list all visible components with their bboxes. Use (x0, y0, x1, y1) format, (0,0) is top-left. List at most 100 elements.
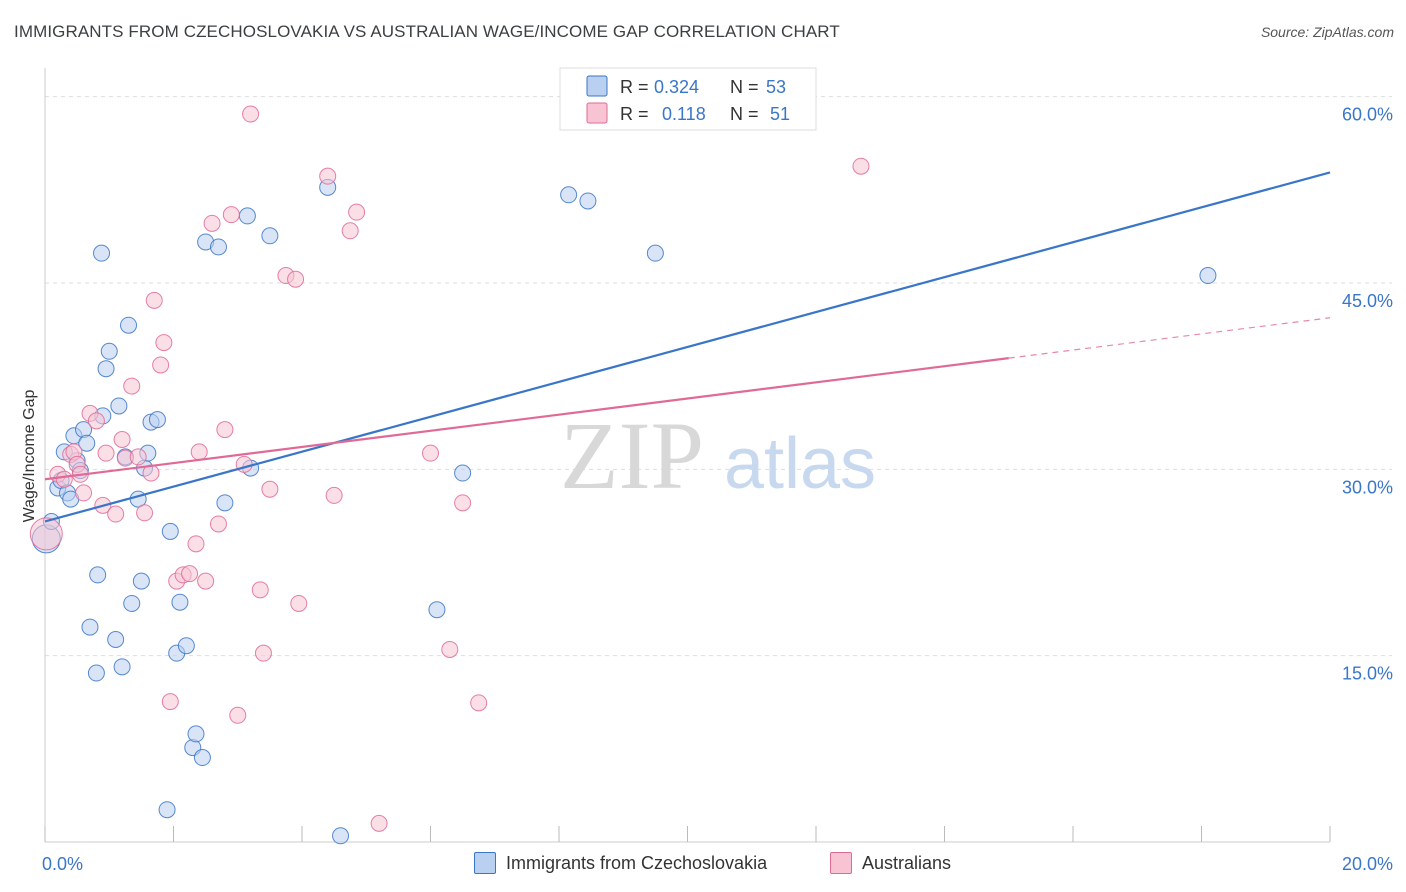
point-czechoslovakia (579, 192, 597, 210)
point-australians (319, 167, 337, 185)
stats-legend-pink-n-label: N = (730, 104, 759, 124)
point-australians (29, 517, 63, 551)
point-australians (152, 356, 170, 374)
point-australians (197, 572, 215, 590)
point-australians (187, 535, 205, 553)
point-czechoslovakia (123, 594, 141, 612)
point-australians (454, 494, 472, 512)
point-czechoslovakia (87, 664, 105, 682)
point-czechoslovakia (161, 522, 179, 540)
point-czechoslovakia (454, 464, 472, 482)
point-australians (852, 157, 870, 175)
point-czechoslovakia (107, 631, 125, 649)
point-australians (155, 334, 173, 352)
point-czechoslovakia (1199, 267, 1217, 285)
point-australians (422, 444, 439, 462)
point-czechoslovakia (646, 244, 664, 262)
point-czechoslovakia (81, 618, 99, 636)
point-australians (242, 105, 260, 123)
point-australians (254, 644, 272, 662)
point-australians (341, 222, 359, 240)
point-czechoslovakia (187, 725, 205, 743)
point-czechoslovakia (171, 593, 189, 611)
point-australians (113, 431, 131, 449)
point-australians (55, 470, 73, 488)
point-czechoslovakia (113, 658, 131, 676)
point-australians (261, 480, 279, 498)
point-czechoslovakia (158, 801, 176, 819)
point-australians (107, 505, 125, 523)
point-czechoslovakia (132, 572, 150, 590)
x-tick-label: 20.0% (1342, 854, 1393, 874)
chart-title: IMMIGRANTS FROM CZECHOSLOVAKIA VS AUSTRA… (14, 22, 840, 41)
legend-item-australians[interactable]: Australians (830, 852, 951, 874)
point-australians (161, 693, 179, 711)
point-australians (75, 484, 93, 502)
point-australians (190, 443, 208, 461)
point-czechoslovakia (89, 566, 107, 584)
stats-legend-blue-r-value: 0.324 (654, 77, 699, 97)
y-tick-label: 30.0% (1342, 477, 1393, 497)
stats-legend-pink-r-label: R = (620, 104, 649, 124)
watermark-zip: ZIP (560, 402, 704, 509)
y-axis-title: Wage/Income Gap (21, 390, 38, 523)
point-czechoslovakia (238, 207, 256, 225)
point-czechoslovakia (193, 749, 211, 767)
point-australians (287, 270, 305, 288)
stats-legend-blue-swatch (586, 75, 608, 97)
point-czechoslovakia (428, 601, 446, 619)
point-australians (129, 448, 147, 466)
point-australians (325, 486, 343, 504)
trend-layer (44, 171, 1331, 523)
point-australians (209, 515, 227, 533)
point-australians (136, 504, 154, 522)
legend-item-czechoslovakia[interactable]: Immigrants from Czechoslovakia (474, 852, 767, 874)
watermark-atlas: atlas (724, 424, 876, 504)
stats-legend-pink-swatch (586, 102, 608, 124)
point-czechoslovakia (100, 342, 118, 360)
point-czechoslovakia (93, 244, 111, 262)
legend-swatch-pink (830, 852, 852, 874)
point-australians (203, 214, 221, 232)
legend-swatch-blue (474, 852, 496, 874)
point-australians (97, 444, 115, 462)
axis-layer: 15.0% 30.0% 45.0% 60.0% 0.0% 20.0% (42, 68, 1393, 874)
y-tick-label: 45.0% (1342, 291, 1393, 311)
point-czechoslovakia (332, 827, 350, 845)
trendline-australians-extension (1008, 317, 1331, 359)
point-czechoslovakia (261, 227, 279, 245)
point-australians (123, 377, 141, 395)
watermark: ZIP atlas (560, 402, 876, 509)
point-czechoslovakia (120, 316, 138, 334)
point-czechoslovakia (560, 186, 578, 204)
legend-label-australians: Australians (862, 852, 952, 873)
stats-legend-blue-n-value: 53 (766, 77, 786, 97)
point-australians (181, 565, 199, 583)
point-australians (145, 291, 163, 309)
point-czechoslovakia (177, 637, 195, 655)
series-legend: Immigrants from Czechoslovakia Australia… (0, 852, 1406, 878)
stats-legend: R = 0.324 N = 53 R = 0.118 N = 51 (559, 67, 817, 131)
point-australians (222, 206, 240, 224)
legend-label-czechoslovakia: Immigrants from Czechoslovakia (506, 852, 768, 873)
point-czechoslovakia (110, 397, 128, 415)
stats-legend-blue-r-label: R = (620, 77, 649, 97)
stats-legend-blue-n-label: N = (730, 77, 759, 97)
grid-layer (45, 96, 1392, 657)
point-czechoslovakia (148, 411, 166, 429)
point-australians (441, 640, 459, 658)
point-australians (348, 203, 366, 221)
point-australians (290, 594, 308, 612)
point-australians (216, 421, 234, 439)
point-australians (251, 581, 269, 599)
point-australians (87, 412, 105, 430)
point-czechoslovakia (209, 238, 227, 256)
x-tick-label: 0.0% (42, 854, 83, 874)
y-tick-label: 15.0% (1342, 664, 1393, 684)
points-layer (29, 105, 1217, 845)
point-australians (370, 814, 388, 832)
point-australians (229, 706, 247, 724)
trendline-australians (44, 357, 1009, 481)
point-czechoslovakia (97, 360, 115, 378)
